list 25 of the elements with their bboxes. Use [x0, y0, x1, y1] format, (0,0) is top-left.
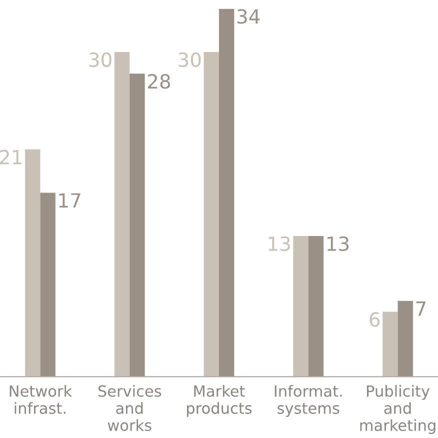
data-label: 7 [416, 302, 426, 316]
data-label: 13 [268, 236, 290, 252]
x-tick-label: Informat. systems [274, 385, 342, 417]
data-label: 30 [178, 52, 201, 68]
x-tick-label: Services and works [98, 385, 162, 432]
bar [219, 8, 234, 377]
data-label: 6 [370, 312, 380, 327]
bar [398, 300, 413, 377]
bar [40, 192, 56, 377]
data-label: 28 [148, 74, 170, 89]
bar [130, 74, 145, 377]
bar [114, 52, 130, 377]
x-tick-label: Publicity and marketing [360, 385, 436, 434]
bar [293, 236, 308, 377]
data-label: 30 [89, 52, 112, 68]
bar [25, 149, 40, 377]
data-label: 21 [0, 150, 22, 164]
data-label: 17 [59, 193, 80, 208]
bar [308, 236, 324, 377]
data-label: 13 [328, 236, 349, 252]
bar [204, 52, 219, 377]
x-tick-label: Network infrast. [10, 385, 72, 414]
x-tick-label: Market products [187, 385, 252, 417]
bar [382, 312, 398, 377]
data-label: 34 [237, 9, 260, 24]
